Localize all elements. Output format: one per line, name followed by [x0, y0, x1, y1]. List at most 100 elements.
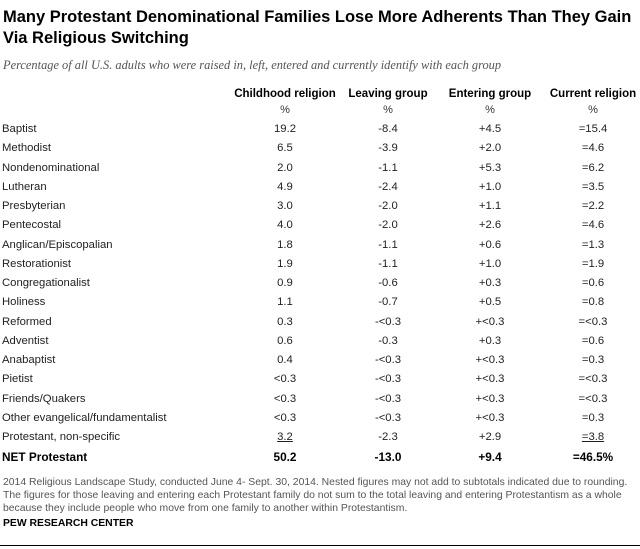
table-row: Holiness 1.1 -0.7 +0.5 =0.8 [0, 294, 640, 313]
table-cell: -1.1 [378, 238, 398, 251]
table-cell: +0.3 [478, 277, 502, 289]
table-cell: 1.9 [277, 257, 293, 270]
row-label: Adventist [2, 334, 49, 347]
table-cell: +<0.3 [475, 315, 505, 328]
table-cell: -<0.3 [374, 392, 402, 405]
table-cell: -8.4 [378, 123, 398, 135]
chart-subtitle: Percentage of all U.S. adults who were r… [3, 58, 502, 72]
row-label: Pietist [2, 373, 33, 386]
table-cell: =0.8 [581, 296, 605, 309]
row-label: Pentecostal [2, 219, 62, 232]
bottom-rule [0, 545, 640, 546]
column-unit: % [280, 104, 290, 116]
table-row: Nondenominational 2.0 -1.1 +5.3 =6.2 [0, 160, 640, 179]
table-cell: =4.6 [581, 219, 605, 232]
column-unit: % [485, 104, 495, 116]
table-cell: =15.4 [578, 123, 608, 135]
table-cell: 1.1 [277, 296, 293, 309]
table-cell: =0.6 [581, 277, 605, 289]
column-header: Childhood religion [234, 88, 336, 100]
table-cell: +<0.3 [475, 354, 505, 366]
table-cell: -<0.3 [374, 354, 402, 366]
table-cell: 0.9 [277, 277, 293, 289]
row-label: Congregationalist [2, 277, 90, 289]
row-label: Protestant, non-specific [2, 431, 121, 443]
table-row: Presbyterian 3.0 -2.0 +1.1 =2.2 [0, 198, 640, 217]
row-label: Friends/Quakers [2, 392, 86, 405]
table-cell: 50.2 [273, 450, 297, 465]
source-label: PEW RESEARCH CENTER [3, 518, 134, 529]
table-cell: +2.0 [478, 142, 502, 155]
row-label: Anglican/Episcopalian [2, 238, 113, 251]
table-cell: 0.4 [277, 354, 293, 366]
table-cell: -2.3 [378, 431, 398, 443]
column-header: Leaving group [348, 88, 428, 100]
table-row: Protestant, non-specific 3.2 -2.3 +2.9 =3.8 [0, 429, 640, 448]
table-cell: =1.9 [581, 257, 605, 270]
table-cell: -<0.3 [374, 411, 402, 424]
table-cell: +1.0 [478, 257, 502, 270]
table-row: NET Protestant 50.2 -13.0 +9.4 =46.5% [0, 448, 640, 467]
row-label: Anabaptist [2, 354, 56, 366]
footnote: 2014 Religious Landscape Study, conducte… [3, 477, 628, 514]
table-row: Anabaptist 0.4 -<0.3 +<0.3 =0.3 [0, 352, 640, 371]
table-row: Pentecostal 4.0 -2.0 +2.6 =4.6 [0, 217, 640, 236]
column-header: Entering group [448, 88, 532, 100]
table-cell: 3.2 [277, 431, 293, 443]
table-cell: +9.4 [478, 450, 502, 465]
table-cell: =<0.3 [578, 392, 608, 405]
table-row: Adventist 0.6 -0.3 +0.3 =0.6 [0, 333, 640, 352]
table-cell: 0.6 [277, 334, 293, 347]
table-cell: 0.3 [277, 315, 293, 328]
table-cell: 1.8 [277, 238, 293, 251]
table-cell: -0.6 [378, 277, 398, 289]
table-cell: -2.4 [378, 180, 398, 193]
table-cell: +1.0 [478, 180, 502, 193]
table-cell: =46.5% [572, 450, 614, 465]
table-cell: <0.3 [273, 411, 297, 424]
table-cell: -0.3 [378, 334, 398, 347]
table-cell: +<0.3 [475, 373, 505, 386]
table-cell: 6.5 [277, 142, 293, 155]
table-cell: -13.0 [374, 450, 402, 465]
table-cell: -2.0 [378, 200, 398, 212]
column-unit: % [588, 104, 598, 116]
table-cell: =3.5 [581, 180, 605, 193]
row-label: Other evangelical/fundamentalist [2, 411, 167, 424]
column-header: Current religion [549, 88, 637, 100]
table-cell: 3.0 [277, 200, 293, 212]
table-cell: -<0.3 [374, 373, 402, 386]
row-label: Baptist [2, 123, 37, 135]
table-row: Reformed 0.3 -<0.3 +<0.3 =<0.3 [0, 314, 640, 333]
table-cell: =6.2 [581, 161, 605, 174]
table-cell: +0.6 [478, 238, 502, 251]
table-cell: =2.2 [581, 200, 605, 212]
table-cell: +2.9 [478, 431, 502, 443]
table-row: Anglican/Episcopalian 1.8 -1.1 +0.6 =1.3 [0, 237, 640, 256]
table-cell: =3.8 [581, 431, 605, 443]
chart-title: Many Protestant Denominational Families … [3, 8, 632, 47]
row-label: Presbyterian [2, 200, 66, 212]
table-cell: =4.6 [581, 142, 605, 155]
table-cell: -1.1 [378, 161, 398, 174]
row-label: Restorationist [2, 257, 72, 270]
table-row: Congregationalist 0.9 -0.6 +0.3 =0.6 [0, 275, 640, 294]
table-cell: -0.7 [378, 296, 398, 309]
table-cell: +0.5 [478, 296, 502, 309]
table-row: Pietist <0.3 -<0.3 +<0.3 =<0.3 [0, 371, 640, 390]
row-label: Lutheran [2, 180, 47, 193]
table-cell: +2.6 [478, 219, 502, 232]
table-cell: =0.3 [581, 411, 605, 424]
table-cell: 4.9 [277, 180, 293, 193]
table-cell: +5.3 [478, 161, 502, 174]
table-cell: =0.3 [581, 354, 605, 366]
table-row: Methodist 6.5 -3.9 +2.0 =4.6 [0, 140, 640, 159]
table-row: Restorationist 1.9 -1.1 +1.0 =1.9 [0, 256, 640, 275]
table-row: Friends/Quakers <0.3 -<0.3 +<0.3 =<0.3 [0, 391, 640, 410]
table-cell: +1.1 [478, 200, 502, 212]
table-row: Lutheran 4.9 -2.4 +1.0 =3.5 [0, 179, 640, 198]
table-cell: 2.0 [277, 161, 293, 174]
table-cell: -2.0 [378, 219, 398, 232]
table-cell: =0.6 [581, 334, 605, 347]
